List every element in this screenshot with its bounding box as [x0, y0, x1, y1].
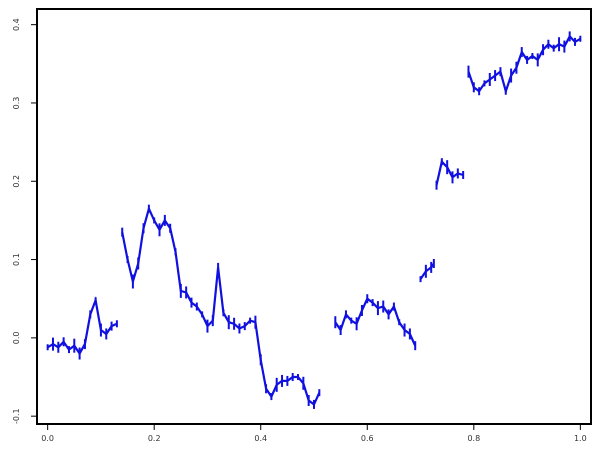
series-segment-5	[437, 162, 464, 186]
series-segment-3	[335, 299, 415, 346]
x-tick-label: 0.0	[41, 434, 54, 443]
x-tick-label: 0.4	[254, 434, 267, 443]
x-tick-label: 1.0	[574, 434, 587, 443]
series-segment-2	[122, 209, 319, 405]
series-layer	[48, 31, 581, 409]
axes-layer: 0.0 0.2 0.4 0.6 0.8 1.0 -0.1 0.0 0.1 0.2 0.3 0.4	[12, 9, 591, 443]
y-tick-label: 0.1	[12, 253, 21, 266]
y-tick-label: 0.3	[12, 97, 21, 110]
y-tick-label: 0.4	[12, 18, 21, 31]
plot-frame	[37, 9, 591, 424]
y-tick-label: 0.2	[12, 175, 21, 188]
x-tick-label: 0.2	[148, 434, 161, 443]
y-tick-label: 0.0	[12, 332, 21, 345]
x-tick-label: 0.6	[361, 434, 374, 443]
y-tick-label: -0.1	[12, 408, 21, 424]
x-tick-label: 0.8	[467, 434, 480, 443]
